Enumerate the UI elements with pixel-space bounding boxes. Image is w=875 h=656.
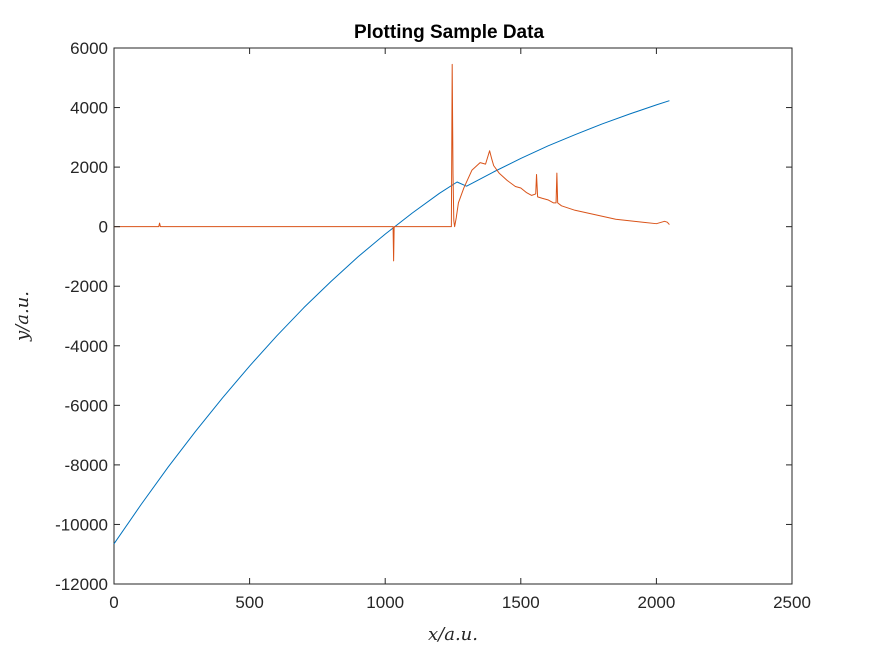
x-tick-label: 0	[109, 593, 118, 612]
x-axis-label: x/a.u.	[428, 624, 478, 645]
y-tick-label: -6000	[65, 396, 108, 415]
series-line-1	[113, 100, 670, 545]
y-tick-label: 6000	[70, 39, 108, 58]
chart-title: Plotting Sample Data	[354, 22, 544, 43]
y-tick-label: 4000	[70, 99, 108, 118]
y-tick-label: -12000	[55, 575, 108, 594]
y-tick-label: -4000	[65, 337, 108, 356]
y-tick-label: 0	[99, 218, 108, 237]
y-tick-label: -10000	[55, 515, 108, 534]
x-tick-label: 2000	[637, 593, 675, 612]
y-axis-label: y/a.u.	[12, 291, 33, 342]
tick-layer: 0 500 1000 1500 2000 2500 -12000 -10000 -8000 -60…	[55, 39, 811, 612]
y-tick-label: -8000	[65, 456, 108, 475]
x-tick-label: 1000	[366, 593, 404, 612]
series-line-2	[114, 63, 670, 262]
series-layer	[113, 63, 670, 545]
y-tick-label: 2000	[70, 158, 108, 177]
y-tick-label: -2000	[65, 277, 108, 296]
x-tick-label: 2500	[773, 593, 811, 612]
x-tick-label: 500	[235, 593, 263, 612]
x-tick-label: 1500	[502, 593, 540, 612]
plot-area	[113, 47, 793, 585]
